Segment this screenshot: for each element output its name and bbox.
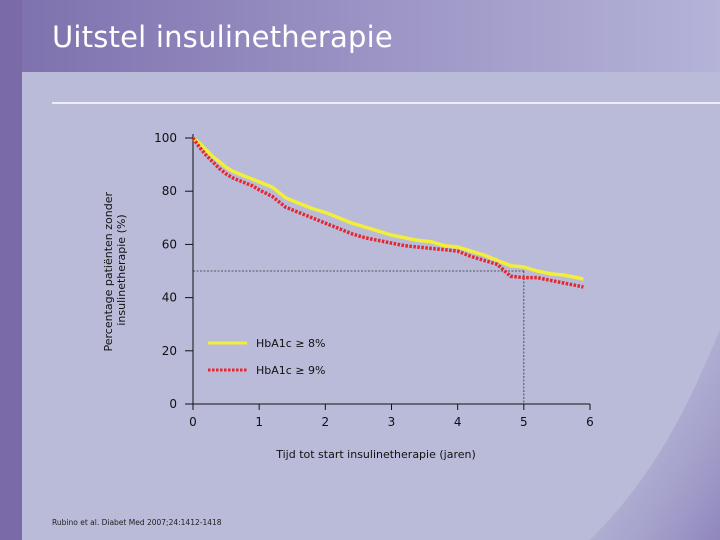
- y-tick-label: 100: [154, 131, 177, 145]
- x-tick-label: 0: [189, 415, 197, 429]
- legend-label-hba1c8: HbA1c ≥ 8%: [256, 337, 326, 350]
- y-axis-title: Percentage patiënten zonder insulinether…: [102, 188, 128, 351]
- series-line-hba1c8: [191, 136, 584, 281]
- x-tick-label: 2: [322, 415, 330, 429]
- header-band: [0, 0, 720, 72]
- y-tick-label: 40: [162, 291, 177, 305]
- x-tick-label: 4: [454, 415, 462, 429]
- x-axis-title: Tijd tot start insulinetherapie (jaren): [275, 448, 476, 461]
- reference-lines: [193, 270, 525, 404]
- slide-title: Uitstel insulinetherapie: [52, 20, 393, 54]
- x-tick-label: 1: [255, 415, 263, 429]
- y-tick-label: 0: [169, 397, 177, 411]
- y-axis-title-line-1: Percentage patiënten zonder: [102, 192, 115, 352]
- x-tick-label: 5: [520, 415, 528, 429]
- y-tick-label: 20: [162, 344, 177, 358]
- x-tick-label: 3: [388, 415, 396, 429]
- series-line-hba1c9: [191, 136, 584, 289]
- y-tick-label: 60: [162, 237, 177, 251]
- y-axis-title-line-2: insulinetherapie (%): [115, 214, 128, 325]
- x-tick-label: 6: [586, 415, 594, 429]
- ticks: 0 20 40 60 80 100 0 1 2 3 4 5 6: [154, 131, 594, 429]
- corner-wave: [590, 330, 720, 540]
- series-lines: [191, 136, 584, 289]
- legend: HbA1c ≥ 8% HbA1c ≥ 9%: [208, 337, 326, 377]
- legend-label-hba1c9: HbA1c ≥ 9%: [256, 364, 326, 377]
- y-tick-label: 80: [162, 184, 177, 198]
- source-citation: Rubino et al. Diabet Med 2007;24:1412-14…: [52, 518, 222, 527]
- left-stripe: [0, 0, 22, 540]
